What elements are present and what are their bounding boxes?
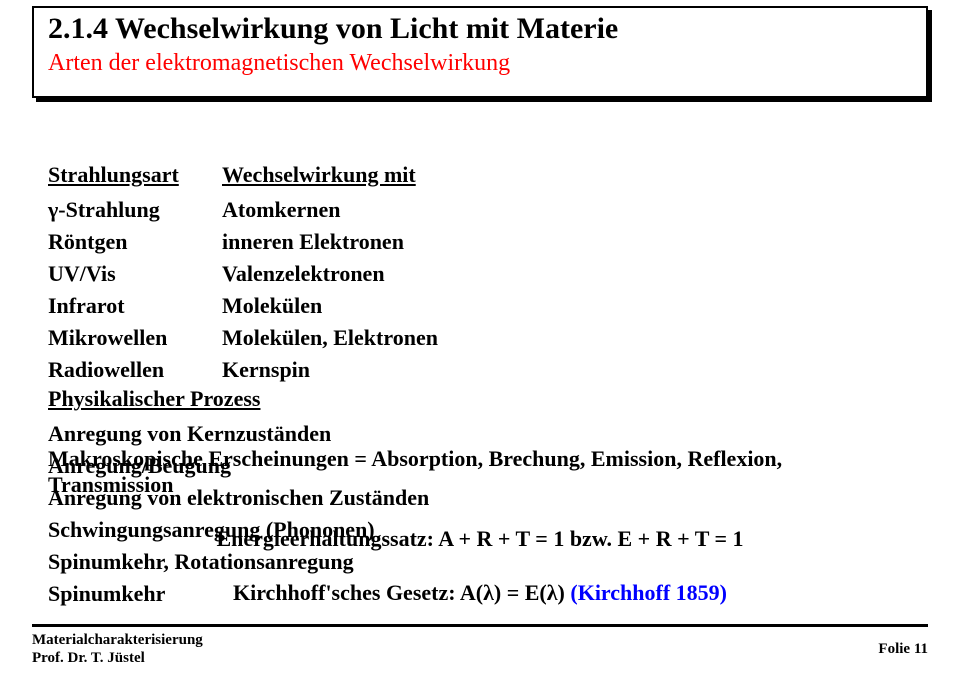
macroscopic-line: Makroskopische Erscheinungen = Absorptio… — [48, 446, 912, 498]
table-cell: γ-Strahlung — [48, 194, 218, 226]
table-cell: Molekülen — [222, 290, 494, 322]
table-cell: UV/Vis — [48, 258, 218, 290]
table-col-wechselwirkung: Wechselwirkung mit Atomkernen inneren El… — [222, 162, 494, 386]
table-cell: Röntgen — [48, 226, 218, 258]
table-cell: Kernspin — [222, 354, 494, 386]
kirchhoff-law: Kirchhoff'sches Gesetz: A(λ) = E(λ) — [233, 580, 570, 605]
slide-page: 2.1.4 Wechselwirkung von Licht mit Mater… — [0, 0, 960, 677]
kirchhoff-line: Kirchhoff'sches Gesetz: A(λ) = E(λ) (Kir… — [48, 580, 912, 606]
footer-left: Materialcharakterisierung Prof. Dr. T. J… — [32, 631, 203, 667]
table-cell: Radiowellen — [48, 354, 218, 386]
title-box: 2.1.4 Wechselwirkung von Licht mit Mater… — [32, 6, 928, 98]
footer-course: Materialcharakterisierung — [32, 631, 203, 649]
table-col-strahlungsart: Strahlungsart γ-Strahlung Röntgen UV/Vis… — [48, 162, 218, 386]
title-subtitle: Arten der elektromagnetischen Wechselwir… — [48, 50, 912, 77]
title-main: 2.1.4 Wechselwirkung von Licht mit Mater… — [48, 12, 912, 46]
table-header: Physikalischer Prozess — [48, 386, 468, 412]
table-cell: Atomkernen — [222, 194, 494, 226]
footer-slide-number: Folie 11 — [878, 631, 928, 658]
table-header: Wechselwirkung mit — [222, 162, 494, 188]
energy-conservation-line: Energieerhaltungssatz: A + R + T = 1 bzw… — [48, 526, 912, 552]
footer-author: Prof. Dr. T. Jüstel — [32, 649, 203, 667]
table-cell: Valenzelektronen — [222, 258, 494, 290]
table-cell: Molekülen, Elektronen — [222, 322, 494, 354]
table-cell: Mikrowellen — [48, 322, 218, 354]
table-header: Strahlungsart — [48, 162, 218, 188]
notes-block: Makroskopische Erscheinungen = Absorptio… — [48, 446, 912, 606]
table-cell: Infrarot — [48, 290, 218, 322]
footer: Materialcharakterisierung Prof. Dr. T. J… — [32, 624, 928, 667]
table-cell: inneren Elektronen — [222, 226, 494, 258]
kirchhoff-reference: (Kirchhoff 1859) — [570, 580, 727, 605]
